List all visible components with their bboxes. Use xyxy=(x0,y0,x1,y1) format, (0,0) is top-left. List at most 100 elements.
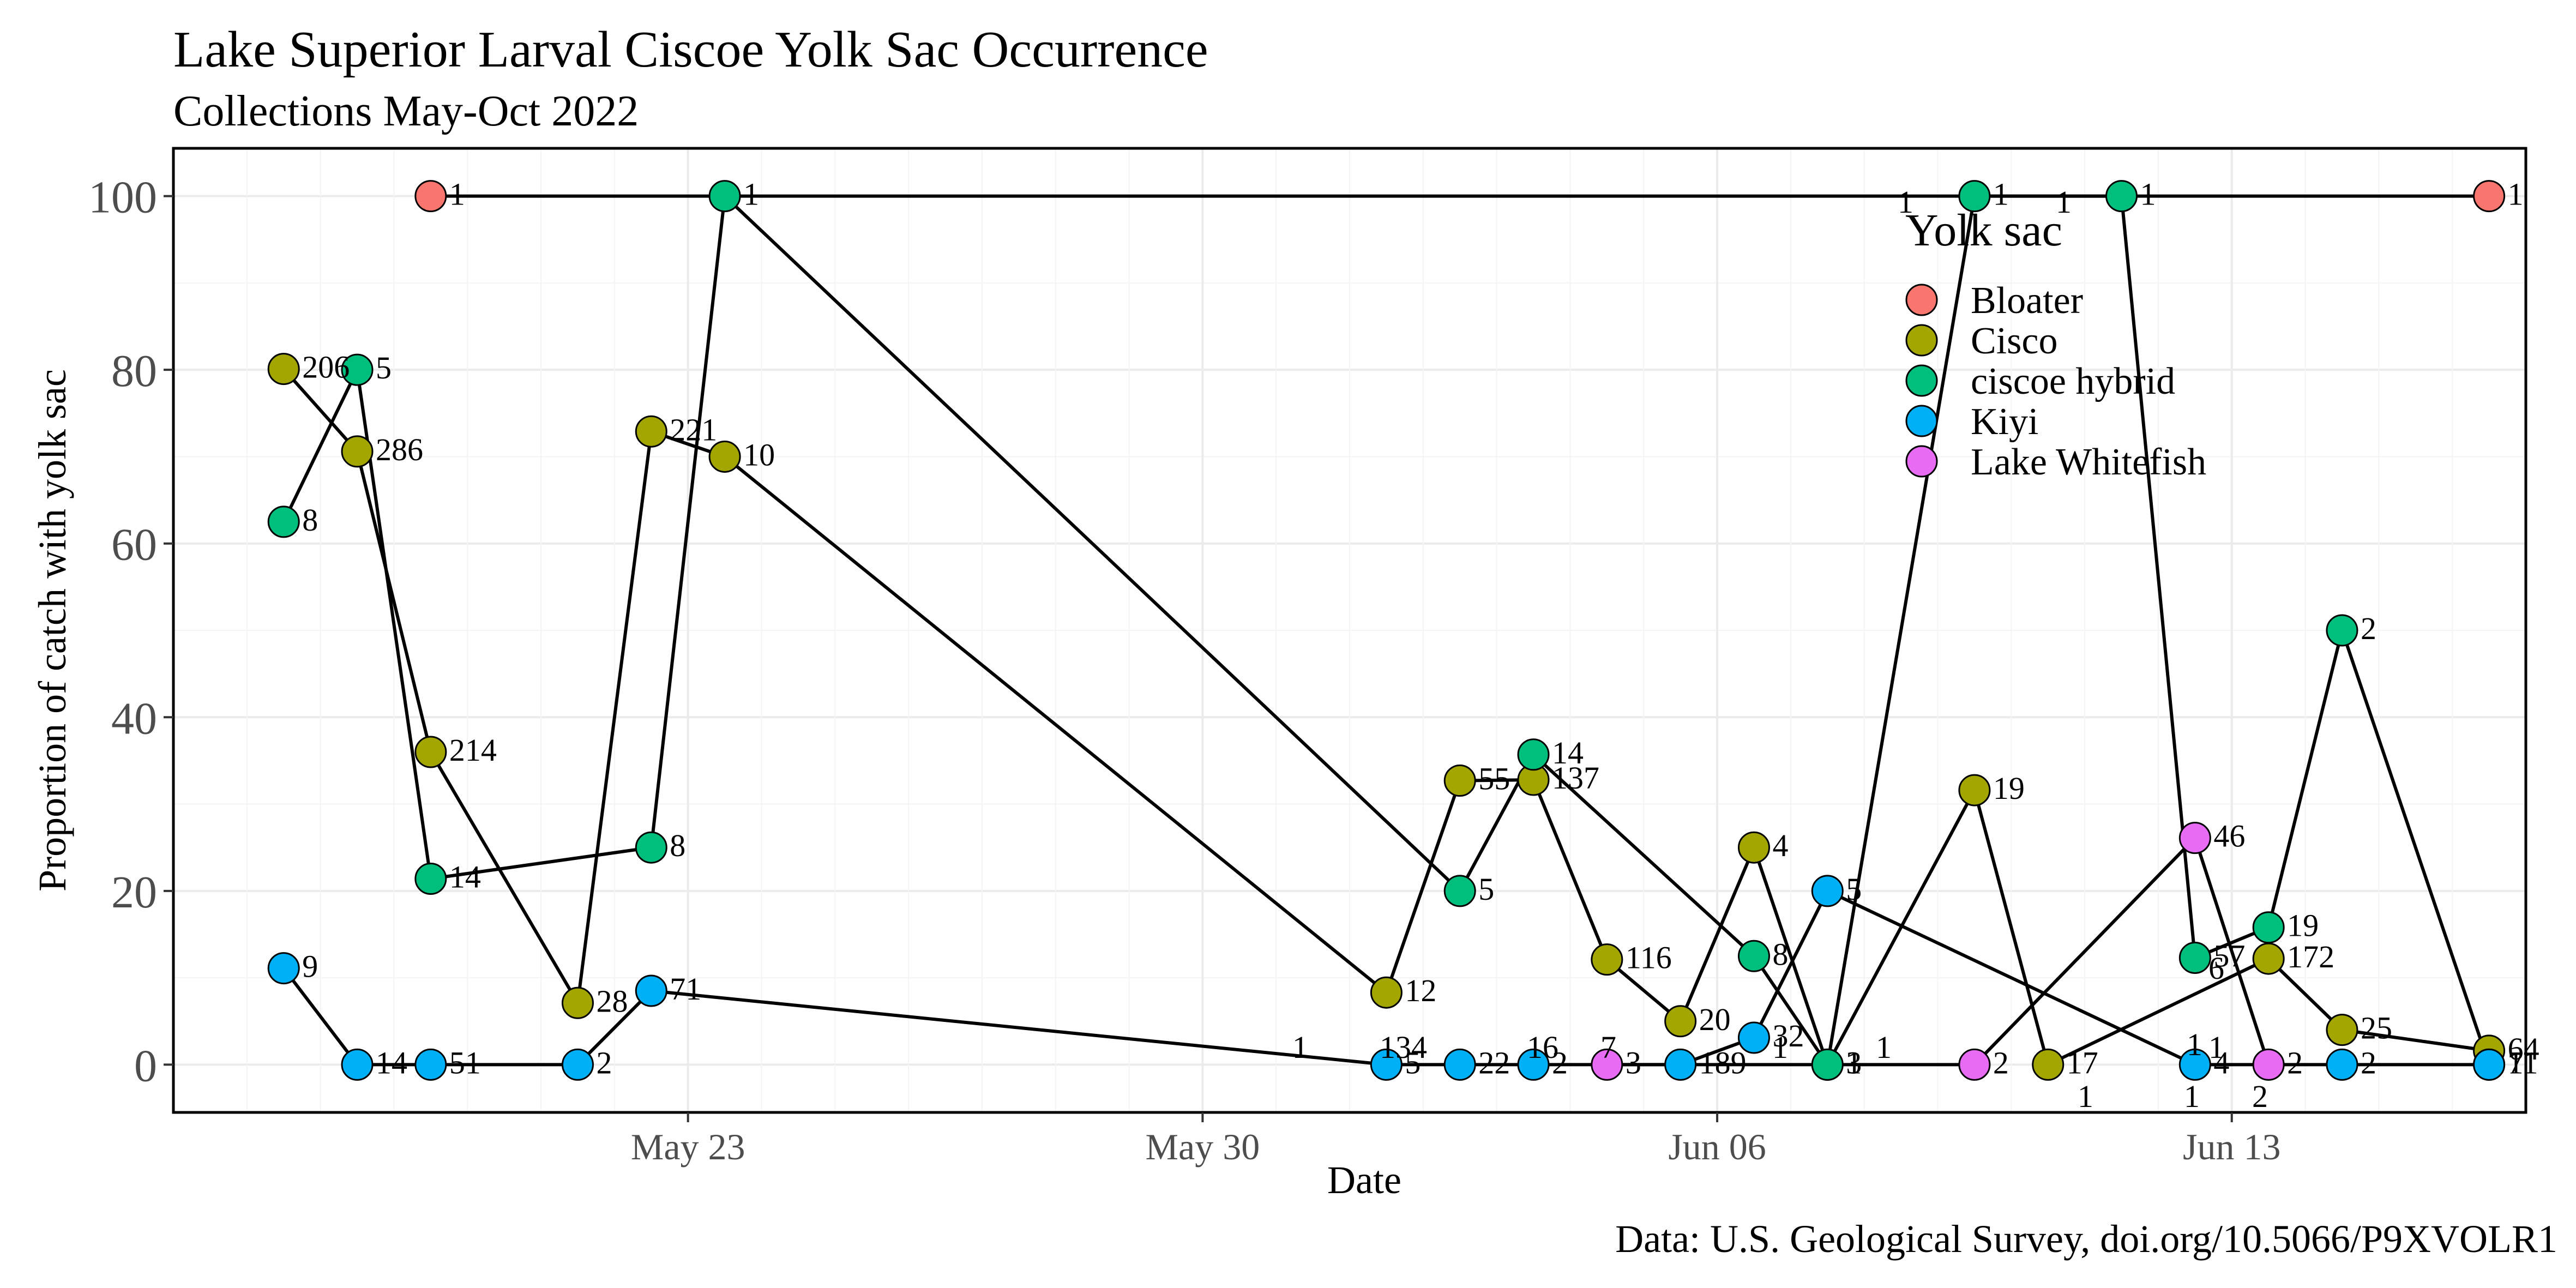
point-label: 1 xyxy=(2078,1079,2093,1114)
data-point xyxy=(1443,765,1476,797)
point-label: 1 xyxy=(1898,184,1913,220)
data-point xyxy=(2178,822,2211,854)
point-label: 57 xyxy=(2213,938,2245,973)
point-label: 14 xyxy=(449,859,481,895)
data-point xyxy=(708,180,741,213)
series-line-cisco xyxy=(282,368,2490,1069)
data-point xyxy=(1811,1048,1844,1081)
point-label: 214 xyxy=(449,732,497,768)
point-label: 1 xyxy=(1876,1030,1892,1065)
point-label: 14 xyxy=(376,1045,407,1080)
plot-panel-border xyxy=(172,147,2527,1114)
point-label: 19 xyxy=(1993,771,2025,806)
point-label: 22 xyxy=(1478,1045,1510,1080)
chart-subtitle: Collections May-Oct 2022 xyxy=(173,87,639,135)
point-label: 5 xyxy=(1846,871,1862,907)
series-line-kiyi xyxy=(282,888,2489,1067)
data-point xyxy=(414,736,447,768)
point-label: 2 xyxy=(2252,1079,2268,1114)
data-point xyxy=(267,505,300,538)
data-point xyxy=(1737,940,1770,972)
legend-label: Bloater xyxy=(1971,280,2083,322)
point-label: 17 xyxy=(2067,1045,2098,1080)
y-tick-label: 100 xyxy=(88,172,157,223)
x-tick-label: May 23 xyxy=(631,1126,745,1167)
data-point xyxy=(2473,1048,2506,1081)
point-label: 1 xyxy=(1292,1030,1308,1065)
point-label: 286 xyxy=(376,432,423,467)
point-label: 7 xyxy=(1600,1030,1616,1065)
x-axis: May 23 May 30 Jun 06 Jun 13 xyxy=(631,1112,2280,1167)
data-point xyxy=(1958,1048,1991,1081)
point-label: 134 xyxy=(1380,1030,1427,1065)
point-label: 5 xyxy=(376,350,392,386)
data-point xyxy=(2252,911,2285,944)
data-point xyxy=(1958,180,1991,213)
data-point xyxy=(2178,941,2211,974)
point-label: 1 xyxy=(1993,177,2009,212)
point-label: 2 xyxy=(2287,1045,2303,1080)
point-label: 6 xyxy=(2208,950,2224,986)
point-label: 1 xyxy=(2187,1027,2202,1062)
data-point xyxy=(2326,614,2358,647)
data-point xyxy=(1811,875,1844,907)
data-source-caption: Data: U.S. Geological Survey, doi.org/10… xyxy=(1615,1217,2557,1261)
data-point xyxy=(267,952,300,985)
data-point xyxy=(1591,1048,1623,1081)
data-point xyxy=(561,986,594,1019)
y-axis: 0 20 40 60 80 100 xyxy=(88,172,173,1091)
y-tick-label: 20 xyxy=(111,867,157,918)
legend-key xyxy=(1905,405,1938,437)
point-label: 1 xyxy=(1846,1045,1862,1080)
data-point xyxy=(1517,738,1550,771)
y-tick-label: 40 xyxy=(111,693,157,744)
data-point xyxy=(341,1048,374,1081)
data-point xyxy=(2105,180,2138,213)
point-label: 5 xyxy=(1478,871,1494,907)
legend-label: Lake Whitefish xyxy=(1971,441,2206,483)
point-label: 2 xyxy=(1993,1045,2009,1080)
point-label: 8 xyxy=(1772,936,1788,972)
point-label: 55 xyxy=(1478,761,1510,797)
data-point xyxy=(2178,1048,2211,1081)
data-point xyxy=(708,440,741,473)
data-point xyxy=(341,353,374,386)
x-axis-title: Date xyxy=(1327,1158,1401,1202)
point-label: 5 xyxy=(1405,1045,1421,1080)
point-label: 2 xyxy=(1552,1045,1568,1080)
legend-label: Kiyi xyxy=(1971,401,2038,443)
point-label: 20 xyxy=(1699,1002,1731,1037)
y-axis-title: Proportion of catch with yolk sac xyxy=(31,369,74,892)
point-label: 46 xyxy=(2213,818,2245,854)
point-label: 1 xyxy=(2140,177,2156,212)
point-label: 25 xyxy=(2361,1010,2392,1046)
legend-label: ciscoe hybrid xyxy=(1971,360,2175,402)
data-point xyxy=(1591,943,1623,976)
point-label: 1 xyxy=(449,177,465,212)
point-label: 221 xyxy=(670,412,717,447)
data-point xyxy=(635,415,667,448)
series-line-lake-whitefish xyxy=(1606,835,2271,1067)
point-label: 1 xyxy=(1772,1030,1788,1065)
data-point xyxy=(2326,1014,2358,1046)
data-point xyxy=(635,974,667,1007)
point-label: 3 xyxy=(1626,1045,1641,1080)
point-label: 116 xyxy=(1626,940,1672,976)
point-label: 137 xyxy=(1552,760,1599,796)
data-point xyxy=(1370,1048,1403,1081)
data-point xyxy=(267,353,300,386)
point-label: 172 xyxy=(2287,939,2334,974)
x-tick-label: May 30 xyxy=(1146,1126,1260,1167)
data-point xyxy=(2032,1048,2065,1081)
point-label: 32 xyxy=(1772,1018,1804,1054)
point-label: 3 xyxy=(1846,1045,1862,1080)
data-point xyxy=(414,1048,447,1081)
data-point xyxy=(1664,1005,1697,1038)
legend-label: Cisco xyxy=(1971,320,2057,362)
point-label: 2 xyxy=(596,1045,612,1080)
point-label: 1 xyxy=(2056,184,2072,220)
point-label: 1 xyxy=(2208,1030,2224,1065)
legend-key xyxy=(1905,284,1938,316)
